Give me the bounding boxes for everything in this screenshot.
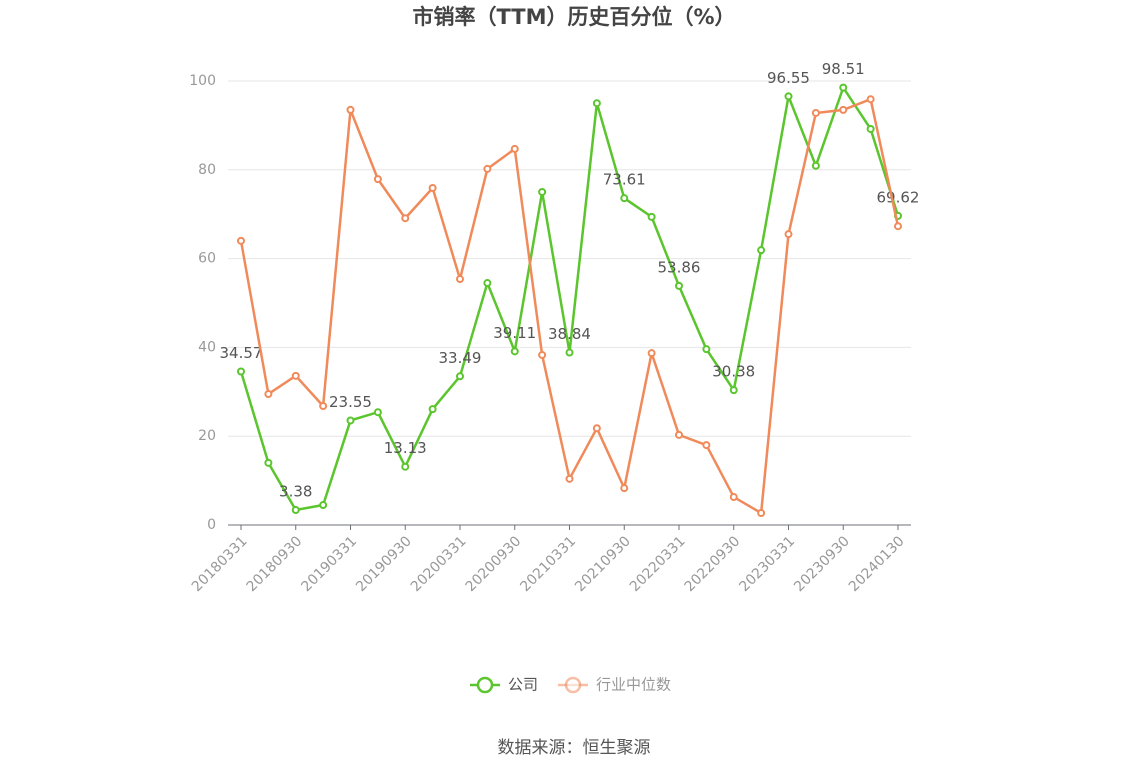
data-label: 3.38 xyxy=(279,482,312,500)
point xyxy=(428,405,437,414)
point xyxy=(702,345,711,354)
data-label: 69.62 xyxy=(877,188,920,206)
point xyxy=(866,95,875,104)
source-note: 数据来源：恒生聚源 xyxy=(498,738,651,758)
x-tick-label: 20210331 xyxy=(517,533,579,595)
x-tick-label: 20230930 xyxy=(791,533,853,595)
point xyxy=(264,458,273,467)
point xyxy=(319,501,328,510)
point xyxy=(237,236,245,245)
y-tick-label: 40 xyxy=(198,339,216,355)
point xyxy=(401,214,410,223)
y-tick-label: 80 xyxy=(198,162,216,178)
point xyxy=(592,99,601,108)
point xyxy=(784,92,793,101)
data-label: 34.57 xyxy=(220,344,263,362)
point xyxy=(456,372,464,381)
x-tick-label: 20220331 xyxy=(627,533,689,595)
point xyxy=(319,402,328,411)
x-tick-label: 20230331 xyxy=(736,533,798,595)
point xyxy=(565,348,574,357)
point xyxy=(291,371,300,380)
data-label: 33.49 xyxy=(439,349,482,367)
y-tick-label: 20 xyxy=(198,428,216,444)
point xyxy=(237,367,245,376)
point xyxy=(456,275,464,284)
point xyxy=(401,462,410,471)
point xyxy=(620,484,629,493)
series-line xyxy=(239,84,900,512)
point xyxy=(264,390,273,399)
point xyxy=(538,188,547,196)
legend-marker xyxy=(476,676,494,694)
x-tick-label: 20200331 xyxy=(408,533,470,595)
data-label: 73.61 xyxy=(603,171,646,189)
y-tick-label: 100 xyxy=(189,73,216,89)
point xyxy=(538,350,547,359)
data-label: 23.55 xyxy=(329,393,372,411)
point xyxy=(592,424,601,433)
legend-label: 行业中位数 xyxy=(596,676,671,694)
data-label: 30.38 xyxy=(712,363,755,381)
y-tick-label: 0 xyxy=(207,517,216,533)
point xyxy=(373,408,382,417)
point xyxy=(729,386,738,395)
point xyxy=(428,184,437,193)
data-label: 53.86 xyxy=(658,258,701,276)
legend-label: 公司 xyxy=(508,676,538,694)
point xyxy=(784,230,793,239)
point xyxy=(675,430,683,439)
x-tick-label: 20190331 xyxy=(298,533,360,595)
point xyxy=(839,105,848,114)
x-tick-label: 20190930 xyxy=(353,533,415,595)
data-label: 96.55 xyxy=(767,69,810,87)
data-label: 98.51 xyxy=(822,60,865,78)
x-tick-label: 20180930 xyxy=(244,533,306,595)
y-tick-label: 60 xyxy=(198,251,216,267)
point xyxy=(702,441,711,450)
point xyxy=(757,246,766,255)
point xyxy=(729,493,738,502)
point xyxy=(373,175,382,184)
point xyxy=(894,222,902,231)
x-tick-label: 20200930 xyxy=(463,533,525,595)
point xyxy=(811,161,820,170)
point xyxy=(483,164,492,173)
x-tick-label: 20240130 xyxy=(846,533,908,595)
x-tick-label: 20180331 xyxy=(189,533,251,595)
data-label: 13.13 xyxy=(384,439,427,457)
point xyxy=(346,416,355,425)
point xyxy=(510,347,519,356)
point xyxy=(811,108,820,117)
legend-marker xyxy=(564,676,582,694)
chart-title: 市销率（TTM）历史百分位（%） xyxy=(412,5,735,29)
point xyxy=(291,505,300,514)
point xyxy=(647,212,656,221)
point xyxy=(510,144,519,153)
point xyxy=(565,474,574,483)
data-label: 39.11 xyxy=(493,324,536,342)
point xyxy=(620,194,629,203)
point xyxy=(839,83,848,92)
point xyxy=(647,349,656,358)
point xyxy=(346,105,355,114)
point xyxy=(757,509,766,518)
point xyxy=(866,124,875,133)
x-tick-label: 20210930 xyxy=(572,533,634,595)
point xyxy=(675,281,683,290)
x-tick-label: 20220930 xyxy=(682,533,744,595)
data-label: 38.84 xyxy=(548,325,591,343)
point xyxy=(483,279,492,288)
